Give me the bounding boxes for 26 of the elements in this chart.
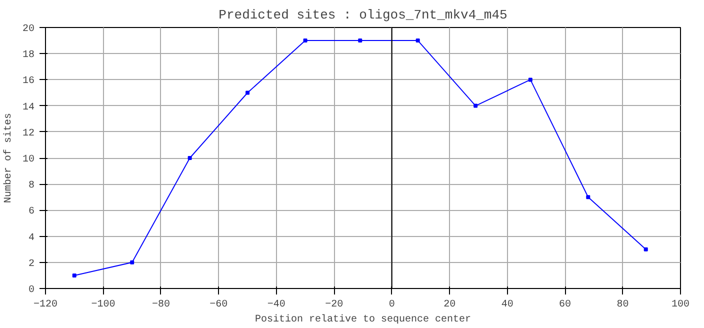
x-tick-label: 80	[616, 300, 629, 310]
x-tick-label: −60	[210, 300, 228, 310]
x-axis-title: Position relative to sequence center	[254, 314, 472, 326]
x-tick-label: 0	[388, 300, 395, 310]
y-tick-label: 10	[22, 154, 35, 166]
x-tick-label: 100	[672, 300, 690, 310]
x-tick-label: −40	[267, 300, 286, 310]
y-tick-label: 6	[28, 206, 35, 218]
x-tick-label: 60	[559, 300, 572, 310]
chart-title: Predicted sites : oligos_7nt_mkv4_m45	[218, 8, 508, 22]
y-tick-label: 18	[22, 50, 35, 62]
x-tick-label: −20	[325, 300, 344, 310]
x-tick-label: 20	[444, 300, 456, 310]
y-tick-label: 12	[22, 128, 35, 140]
y-tick-label: 4	[28, 232, 35, 244]
y-tick-label: 16	[22, 76, 35, 88]
x-tick-label: −80	[152, 300, 170, 310]
y-tick-label: 20	[22, 24, 35, 35]
x-tick-label: 40	[501, 300, 514, 310]
y-tick-label: 0	[28, 285, 35, 296]
y-tick-label: 8	[28, 180, 35, 192]
y-tick-label: 2	[28, 258, 35, 270]
y-axis-title: Number of sites	[2, 112, 14, 204]
x-tick-label: −100	[91, 300, 116, 310]
x-tick-label: −120	[34, 300, 58, 310]
y-tick-label: 14	[22, 102, 35, 114]
